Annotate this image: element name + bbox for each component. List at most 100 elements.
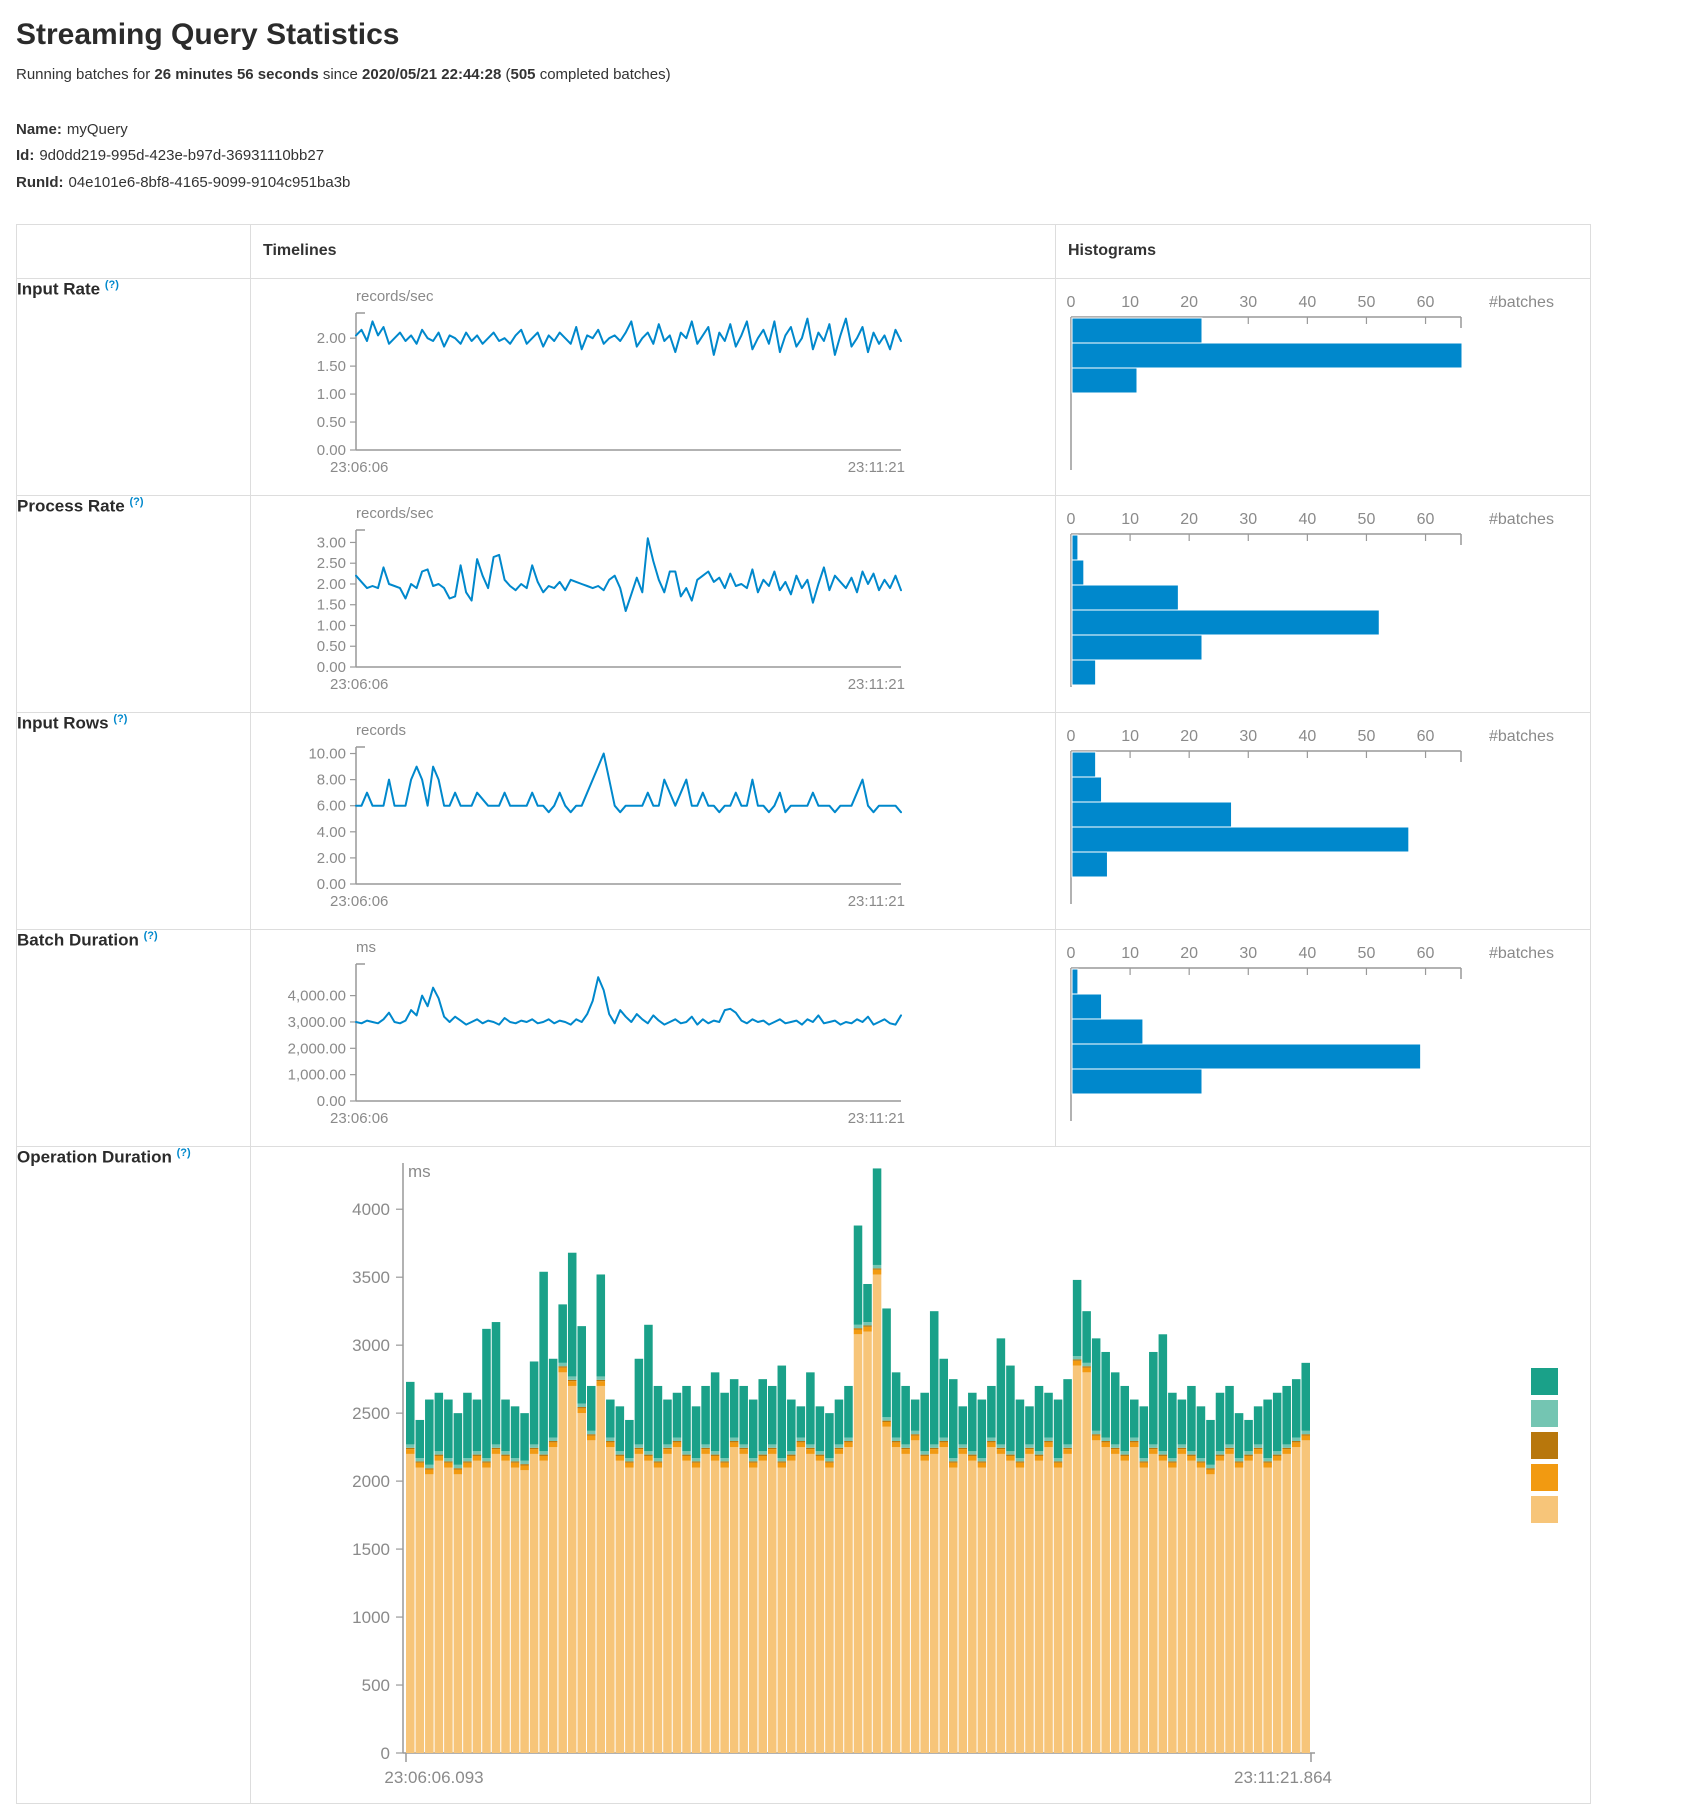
query-name-row: Name: myQuery xyxy=(16,117,1677,143)
svg-text:23:06:06: 23:06:06 xyxy=(330,676,388,693)
input-rate-label-cell: Input Rate (?) xyxy=(16,277,251,496)
table-row-input-rate: Input Rate (?) records/sec 0.00 0.50 1.00 1.… xyxy=(16,277,1591,496)
help-icon[interactable]: (?) xyxy=(113,712,128,725)
svg-text:1500: 1500 xyxy=(352,1540,390,1559)
metric-label: Batch Duration xyxy=(17,930,139,950)
svg-text:1000: 1000 xyxy=(352,1608,390,1627)
svg-text:4.00: 4.00 xyxy=(317,824,346,841)
svg-text:23:06:06: 23:06:06 xyxy=(330,893,388,910)
svg-text:#batches: #batches xyxy=(1489,728,1554,745)
table-header-row: Timelines Histograms xyxy=(16,223,1591,279)
svg-text:0.50: 0.50 xyxy=(317,638,346,655)
svg-text:1,000.00: 1,000.00 xyxy=(288,1066,346,1083)
svg-text:1.50: 1.50 xyxy=(317,596,346,613)
svg-text:2.50: 2.50 xyxy=(317,555,346,572)
svg-text:1.00: 1.00 xyxy=(317,617,346,634)
query-name-value: myQuery xyxy=(66,121,128,138)
query-runid-row: RunId: 04e101e6-8bf8-4165-9099-9104c951ba… xyxy=(16,170,1677,196)
svg-text:500: 500 xyxy=(362,1676,390,1695)
svg-text:40: 40 xyxy=(1298,728,1316,745)
svg-text:10.00: 10.00 xyxy=(308,745,346,762)
svg-text:40: 40 xyxy=(1298,294,1316,311)
help-icon[interactable]: (?) xyxy=(176,1146,191,1159)
svg-text:1.00: 1.00 xyxy=(317,386,346,403)
legend-swatch-amber xyxy=(1531,1431,1558,1459)
timelines-header: Timelines xyxy=(250,223,1056,279)
svg-text:23:06:06: 23:06:06 xyxy=(330,459,388,476)
svg-text:23:11:21: 23:11:21 xyxy=(848,459,905,476)
help-icon[interactable]: (?) xyxy=(104,278,119,291)
batch-duration-timeline-cell: ms 0.00 1,000.00 2,000.00 3,000.00 4,000.00 23… xyxy=(250,928,1056,1147)
summary-duration: 26 minutes 56 seconds xyxy=(154,66,319,83)
svg-text:2.00: 2.00 xyxy=(317,850,346,867)
svg-text:2500: 2500 xyxy=(352,1404,390,1423)
batch-duration-label-cell: Batch Duration (?) xyxy=(16,928,251,1147)
svg-text:0.00: 0.00 xyxy=(317,442,346,459)
svg-text:0: 0 xyxy=(1067,728,1076,745)
page-title: Streaming Query Statistics xyxy=(16,18,400,51)
metric-label: Input Rows xyxy=(17,713,109,733)
svg-text:60: 60 xyxy=(1417,511,1435,528)
svg-text:20: 20 xyxy=(1180,728,1198,745)
svg-text:40: 40 xyxy=(1298,511,1316,528)
query-id-value: 9d0dd219-995d-423e-b97d-36931110bb27 xyxy=(39,147,325,165)
process-rate-histogram-cell: 0 10 20 30 40 50 60 #batches xyxy=(1055,494,1591,713)
process-rate-timeline-chart: records/sec 0.00 0.50 1.00 1.50 2.00 2.50 3.00 2… xyxy=(251,496,1055,712)
svg-text:4000: 4000 xyxy=(352,1200,390,1219)
svg-text:3500: 3500 xyxy=(352,1268,390,1287)
summary-suffix: completed batches) xyxy=(535,66,671,83)
input-rows-timeline-cell: records 0.00 2.00 4.00 6.00 8.00 10.00 23:06:06… xyxy=(250,711,1056,930)
svg-text:8.00: 8.00 xyxy=(317,771,346,788)
svg-text:2.00: 2.00 xyxy=(317,330,346,347)
svg-text:0.50: 0.50 xyxy=(317,414,346,431)
svg-text:0: 0 xyxy=(1067,294,1076,311)
svg-text:10: 10 xyxy=(1121,511,1139,528)
query-runid-label: RunId: xyxy=(16,173,64,191)
svg-text:2,000.00: 2,000.00 xyxy=(288,1040,346,1057)
svg-text:#batches: #batches xyxy=(1489,294,1554,311)
query-id-row: Id: 9d0dd219-995d-423e-b97d-36931110bb27 xyxy=(16,143,1677,169)
svg-text:23:11:21.864: 23:11:21.864 xyxy=(1234,1768,1332,1787)
table-row-process-rate: Process Rate (?) records/sec 0.00 0.50 1.00… xyxy=(16,494,1591,713)
svg-text:2000: 2000 xyxy=(352,1472,390,1491)
table-row-batch-duration: Batch Duration (?) ms 0.00 1,000.00 2,000.0… xyxy=(16,928,1591,1147)
help-icon[interactable]: (?) xyxy=(143,929,158,942)
svg-text:60: 60 xyxy=(1417,728,1435,745)
svg-text:6.00: 6.00 xyxy=(317,797,346,814)
svg-text:30: 30 xyxy=(1239,294,1257,311)
help-icon[interactable]: (?) xyxy=(129,495,144,508)
svg-text:10: 10 xyxy=(1121,294,1139,311)
svg-text:50: 50 xyxy=(1358,511,1376,528)
svg-text:ms: ms xyxy=(356,939,376,956)
svg-text:0.00: 0.00 xyxy=(317,876,346,893)
svg-text:50: 50 xyxy=(1358,728,1376,745)
svg-text:records/sec: records/sec xyxy=(356,288,434,305)
table-row-input-rows: Input Rows (?) records 0.00 2.00 4.00 6.00 8.… xyxy=(16,711,1591,930)
svg-text:records/sec: records/sec xyxy=(356,505,434,522)
svg-text:40: 40 xyxy=(1298,945,1316,962)
query-id-label: Id: xyxy=(16,147,35,165)
svg-text:3.00: 3.00 xyxy=(317,534,346,551)
svg-text:0: 0 xyxy=(381,1744,390,1763)
legend-swatch-light-teal xyxy=(1531,1399,1558,1427)
svg-text:20: 20 xyxy=(1180,294,1198,311)
metric-label: Operation Duration xyxy=(17,1147,172,1167)
svg-text:50: 50 xyxy=(1358,294,1376,311)
svg-text:23:06:06.093: 23:06:06.093 xyxy=(384,1768,483,1787)
svg-text:#batches: #batches xyxy=(1489,945,1554,962)
svg-text:20: 20 xyxy=(1180,511,1198,528)
input-rate-histogram-chart: 0 10 20 30 40 50 60 #batches xyxy=(1056,279,1590,490)
legend-swatch-tan xyxy=(1531,1495,1558,1523)
operation-duration-label-cell: Operation Duration (?) xyxy=(16,1145,251,1804)
svg-text:records: records xyxy=(356,722,406,739)
svg-text:20: 20 xyxy=(1180,945,1198,962)
running-batches-summary: Running batches for 26 minutes 56 second… xyxy=(16,66,1677,83)
svg-text:23:11:21: 23:11:21 xyxy=(848,893,905,910)
summary-batch-count: 505 xyxy=(510,66,536,83)
metric-column-header xyxy=(16,223,251,279)
summary-prefix: Running batches for xyxy=(16,66,155,83)
process-rate-label-cell: Process Rate (?) xyxy=(16,494,251,713)
svg-text:60: 60 xyxy=(1417,294,1435,311)
svg-text:0.00: 0.00 xyxy=(317,1093,346,1110)
